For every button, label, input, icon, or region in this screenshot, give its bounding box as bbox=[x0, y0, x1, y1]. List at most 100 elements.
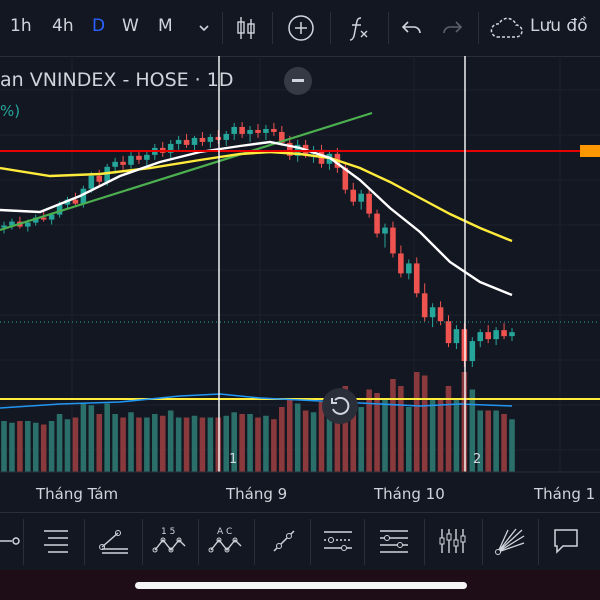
timeframe-4h[interactable]: 4h bbox=[52, 16, 74, 36]
candle bbox=[406, 263, 412, 274]
chevron-down-icon[interactable] bbox=[186, 10, 222, 46]
volume-bar bbox=[366, 389, 372, 472]
volume-bar bbox=[88, 405, 95, 472]
add-indicator-icon[interactable] bbox=[283, 10, 319, 46]
volume-bar bbox=[421, 375, 428, 472]
volume-bar bbox=[286, 400, 293, 472]
volume-bar bbox=[509, 419, 515, 472]
volume-bar bbox=[310, 412, 317, 472]
candle bbox=[279, 131, 285, 143]
toolbar-divider bbox=[538, 519, 539, 565]
candle bbox=[390, 227, 396, 254]
undo-icon[interactable] bbox=[394, 10, 430, 46]
candle bbox=[485, 332, 491, 340]
candle bbox=[493, 330, 499, 340]
collapse-legend-button[interactable] bbox=[284, 67, 312, 95]
fib-fan-icon[interactable] bbox=[490, 521, 530, 561]
toolbar-divider bbox=[478, 12, 479, 44]
function-icon[interactable] bbox=[340, 10, 376, 46]
candles bbox=[1, 121, 515, 368]
volume-bar bbox=[374, 393, 380, 472]
candle bbox=[413, 263, 420, 294]
candle bbox=[48, 214, 55, 220]
volume-bar bbox=[64, 419, 71, 472]
toolbar-divider bbox=[330, 12, 331, 44]
x-axis-label: Tháng 10 bbox=[374, 485, 445, 503]
volume-bar bbox=[72, 417, 79, 472]
volume-bar bbox=[239, 414, 245, 472]
volume-bar bbox=[413, 372, 420, 472]
volume-bar bbox=[9, 422, 15, 472]
volume-bar bbox=[80, 403, 87, 472]
xabcd-pattern-icon[interactable]: A C bbox=[206, 521, 246, 561]
trend-line-icon[interactable] bbox=[264, 521, 304, 561]
volume-bar bbox=[17, 421, 23, 472]
pattern-label-2: A C bbox=[217, 527, 232, 537]
event-marker-1[interactable]: 1 bbox=[229, 452, 238, 467]
volume-bar bbox=[382, 400, 388, 472]
candle bbox=[56, 204, 63, 215]
volume-bar bbox=[167, 410, 174, 472]
toolbar-divider bbox=[254, 519, 255, 565]
candle bbox=[136, 155, 142, 160]
volume-profile-icon[interactable] bbox=[432, 521, 472, 561]
candle bbox=[231, 126, 237, 134]
abcd-pattern-icon[interactable]: 1 5 bbox=[150, 521, 190, 561]
volume-bar bbox=[56, 414, 63, 472]
toolbar-divider bbox=[198, 519, 199, 565]
redo-icon[interactable] bbox=[434, 10, 470, 46]
save-layout-button[interactable]: Lưu đồ bbox=[530, 16, 588, 36]
toolbar-divider bbox=[84, 519, 85, 565]
x-axis-label: Tháng 9 bbox=[226, 485, 288, 503]
candle bbox=[271, 128, 277, 132]
timeframe-d[interactable]: D bbox=[92, 16, 106, 36]
volume-bar bbox=[477, 410, 484, 472]
candle bbox=[112, 161, 118, 167]
symbol-title[interactable]: an VNINDEX - HOSE · 1D bbox=[0, 69, 234, 91]
candle bbox=[167, 143, 174, 153]
volume-bar bbox=[493, 410, 499, 472]
home-indicator[interactable] bbox=[135, 582, 467, 589]
toolbar-divider bbox=[424, 519, 425, 565]
volume-bar bbox=[255, 417, 261, 472]
callout-icon[interactable] bbox=[546, 521, 586, 561]
timeframe-w[interactable]: W bbox=[122, 16, 139, 36]
volume-bar bbox=[334, 398, 341, 472]
candle bbox=[25, 222, 31, 227]
volume-bar bbox=[32, 422, 39, 472]
reset-icon bbox=[331, 396, 350, 415]
reset-chart-button[interactable] bbox=[322, 388, 358, 424]
candle bbox=[128, 155, 134, 165]
pitchfork-icon[interactable] bbox=[36, 521, 76, 561]
gann-box-icon[interactable] bbox=[94, 521, 134, 561]
candle bbox=[382, 227, 388, 234]
regression-trend-icon[interactable] bbox=[318, 521, 358, 561]
toolbar-divider bbox=[310, 519, 311, 565]
volume-bar bbox=[223, 415, 230, 472]
volume-bar bbox=[247, 414, 253, 472]
minus-icon bbox=[292, 79, 304, 82]
candle bbox=[207, 136, 214, 142]
candle bbox=[477, 332, 484, 342]
cursor-line-icon[interactable] bbox=[0, 521, 28, 561]
timeframe-1h[interactable]: 1h bbox=[10, 16, 32, 36]
candle bbox=[191, 137, 198, 145]
event-marker-2[interactable]: 2 bbox=[473, 452, 482, 467]
candle bbox=[247, 129, 253, 134]
volume-bar bbox=[390, 379, 396, 472]
candlestick-icon[interactable] bbox=[228, 10, 264, 46]
volume-bar bbox=[207, 417, 214, 472]
candle bbox=[223, 133, 230, 140]
candle bbox=[9, 221, 15, 226]
volume-bar bbox=[453, 400, 460, 472]
cloud-icon[interactable] bbox=[488, 10, 524, 46]
price-chart[interactable] bbox=[0, 56, 600, 512]
volume-ma-line bbox=[0, 393, 513, 409]
volume-bar bbox=[199, 417, 206, 472]
volume-bar bbox=[120, 417, 126, 472]
volume-bar bbox=[350, 401, 357, 472]
fib-retracement-icon[interactable] bbox=[374, 521, 414, 561]
timeframe-m[interactable]: M bbox=[158, 16, 173, 36]
volume-bar bbox=[136, 417, 142, 472]
candle bbox=[88, 175, 95, 189]
